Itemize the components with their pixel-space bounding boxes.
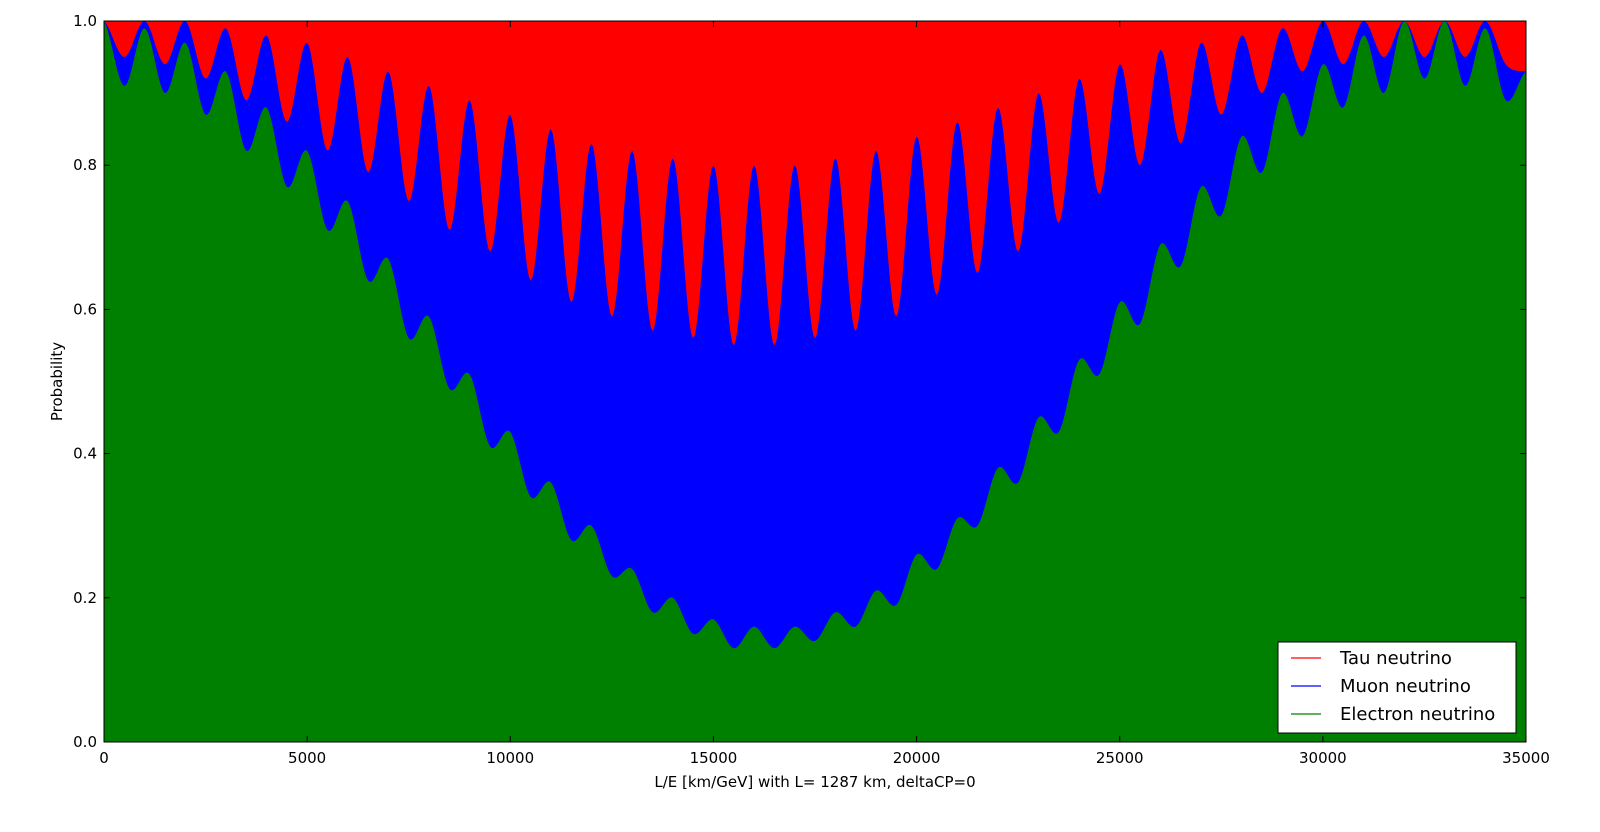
legend-label: Muon neutrino [1340, 676, 1471, 697]
y-tick-label: 0.4 [73, 445, 97, 463]
electron-neutrino-area [104, 21, 1526, 742]
x-tick-label: 30000 [1299, 749, 1347, 767]
x-tick-label: 20000 [893, 749, 941, 767]
x-axis-label: L/E [km/GeV] with L= 1287 km, deltaCP=0 [654, 773, 975, 791]
x-tick-label: 35000 [1502, 749, 1550, 767]
plot-area [104, 21, 1526, 742]
x-tick-label: 15000 [690, 749, 738, 767]
x-tick-label: 0 [99, 749, 109, 767]
y-tick-label: 1.0 [73, 12, 97, 30]
x-tick-label: 5000 [288, 749, 326, 767]
legend-label: Electron neutrino [1340, 704, 1495, 725]
x-tick-label: 25000 [1096, 749, 1144, 767]
axes-frame [103, 20, 1527, 743]
y-tick-label: 0.6 [73, 300, 97, 318]
x-tick-label: 10000 [486, 749, 534, 767]
y-tick-label: 0.0 [73, 733, 97, 751]
y-axis-label: Probability [48, 342, 66, 421]
legend: Tau neutrino Muon neutrino Electron neutri… [1277, 641, 1517, 734]
legend-box [1277, 641, 1517, 734]
legend-label: Tau neutrino [1339, 648, 1452, 669]
y-tick-label: 0.8 [73, 156, 97, 174]
y-tick-label: 0.2 [73, 589, 97, 607]
axes: 0 5000 10000 15000 20000 25000 30000 35000 0.0 0.… [73, 12, 1550, 767]
